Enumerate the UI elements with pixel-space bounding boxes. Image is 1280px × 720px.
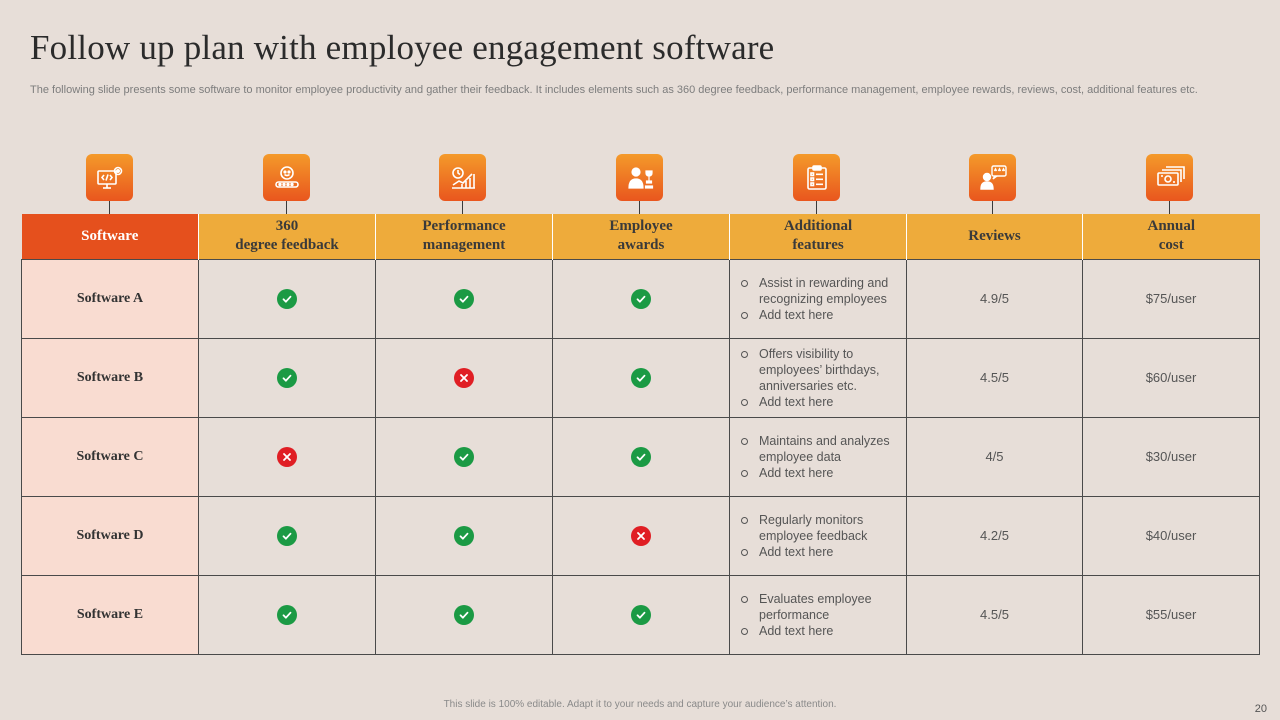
feature-item: Add text here	[739, 623, 898, 639]
feature-item: Add text here	[739, 544, 898, 560]
cross-icon	[631, 525, 651, 546]
software-name-cell: Software A	[21, 258, 199, 339]
feedback-cell	[198, 495, 376, 576]
features-icon-badge	[793, 154, 840, 215]
features-icon	[793, 154, 840, 201]
additional-features-cell: Evaluates employee performance Add text h…	[729, 574, 907, 655]
awards-cell	[552, 416, 730, 497]
feature-item: Assist in rewarding and recognizing empl…	[739, 275, 898, 307]
feedback-cell	[198, 416, 376, 497]
cost-cell: $75/user	[1082, 258, 1260, 339]
software-name-cell: Software E	[21, 574, 199, 655]
feature-item: Regularly monitors employee feedback	[739, 512, 898, 544]
feedback-cell	[198, 258, 376, 339]
table-row: Software B Offers visibility to employees…	[21, 337, 1260, 418]
additional-features-cell: Offers visibility to employees’ birthday…	[729, 337, 907, 418]
awards-cell	[552, 574, 730, 655]
feature-item: Offers visibility to employees’ birthday…	[739, 346, 898, 394]
check-icon	[454, 604, 474, 625]
page-number: 20	[1254, 703, 1267, 715]
feedback-cell	[198, 337, 376, 418]
awards-icon-badge	[616, 154, 663, 215]
table-row: Software D Regularly monitors employee fe…	[21, 495, 1260, 576]
cost-cell: $60/user	[1082, 337, 1260, 418]
table-row: Software E Evaluates employee performance…	[21, 574, 1260, 655]
awards-icon	[616, 154, 663, 201]
check-icon	[454, 288, 474, 309]
check-icon	[454, 446, 474, 467]
performance-cell	[375, 416, 553, 497]
features-list: Assist in rewarding and recognizing empl…	[739, 275, 898, 323]
features-list: Offers visibility to employees’ birthday…	[739, 346, 898, 410]
header-additional-features: Additional features	[729, 214, 907, 259]
header-software: Software	[21, 214, 199, 259]
review-cell: 4.5/5	[906, 337, 1083, 418]
review-cell: 4.2/5	[906, 495, 1083, 576]
cost-icon	[1146, 154, 1193, 201]
additional-features-cell: Regularly monitors employee feedback Add …	[729, 495, 907, 576]
software-comparison-table: Software 360 degree feedback Performance m…	[21, 214, 1260, 655]
performance-cell	[375, 574, 553, 655]
features-list: Maintains and analyzes employee data Add …	[739, 433, 898, 481]
check-icon	[277, 604, 297, 625]
header-360-feedback: 360 degree feedback	[198, 214, 376, 259]
check-icon	[631, 604, 651, 625]
review-cell: 4/5	[906, 416, 1083, 497]
software-icon	[86, 154, 133, 201]
feedback-cell	[198, 574, 376, 655]
table-header-row: Software 360 degree feedback Performance m…	[21, 214, 1260, 259]
feedback-icon-badge	[263, 154, 310, 215]
reviews-icon	[969, 154, 1016, 201]
header-annual-cost: Annual cost	[1082, 214, 1260, 259]
feature-item: Add text here	[739, 465, 898, 481]
additional-features-cell: Assist in rewarding and recognizing empl…	[729, 258, 907, 339]
check-icon	[631, 446, 651, 467]
performance-cell	[375, 258, 553, 339]
performance-cell	[375, 495, 553, 576]
slide-title: Follow up plan with employee engagement …	[30, 28, 775, 67]
header-employee-awards: Employee awards	[552, 214, 730, 259]
features-list: Regularly monitors employee feedback Add …	[739, 512, 898, 560]
performance-cell	[375, 337, 553, 418]
awards-cell	[552, 258, 730, 339]
cross-icon	[277, 446, 297, 467]
check-icon	[277, 288, 297, 309]
cross-icon	[454, 367, 474, 388]
performance-icon-badge	[439, 154, 486, 215]
performance-icon	[439, 154, 486, 201]
cost-cell: $40/user	[1082, 495, 1260, 576]
software-name-cell: Software C	[21, 416, 199, 497]
table-row: Software A Assist in rewarding and recogn…	[21, 258, 1260, 339]
footer-note: This slide is 100% editable. Adapt it to…	[443, 699, 837, 710]
feature-item: Add text here	[739, 394, 898, 410]
feedback-icon	[263, 154, 310, 201]
table-row: Software C Maintains and analyzes employe…	[21, 416, 1260, 497]
slide-subtitle: The following slide presents some softwa…	[30, 84, 1198, 96]
features-list: Evaluates employee performance Add text h…	[739, 591, 898, 639]
feature-item: Add text here	[739, 307, 898, 323]
reviews-icon-badge	[969, 154, 1016, 215]
software-name-cell: Software D	[21, 495, 199, 576]
feature-item: Maintains and analyzes employee data	[739, 433, 898, 465]
cost-cell: $55/user	[1082, 574, 1260, 655]
check-icon	[277, 525, 297, 546]
header-reviews: Reviews	[906, 214, 1083, 259]
check-icon	[454, 525, 474, 546]
check-icon	[631, 288, 651, 309]
feature-item: Evaluates employee performance	[739, 591, 898, 623]
cost-icon-badge	[1146, 154, 1193, 215]
review-cell: 4.9/5	[906, 258, 1083, 339]
check-icon	[277, 367, 297, 388]
check-icon	[631, 367, 651, 388]
awards-cell	[552, 495, 730, 576]
cost-cell: $30/user	[1082, 416, 1260, 497]
software-name-cell: Software B	[21, 337, 199, 418]
additional-features-cell: Maintains and analyzes employee data Add …	[729, 416, 907, 497]
header-performance-management: Performance management	[375, 214, 553, 259]
awards-cell	[552, 337, 730, 418]
software-icon-badge	[86, 154, 133, 215]
review-cell: 4.5/5	[906, 574, 1083, 655]
